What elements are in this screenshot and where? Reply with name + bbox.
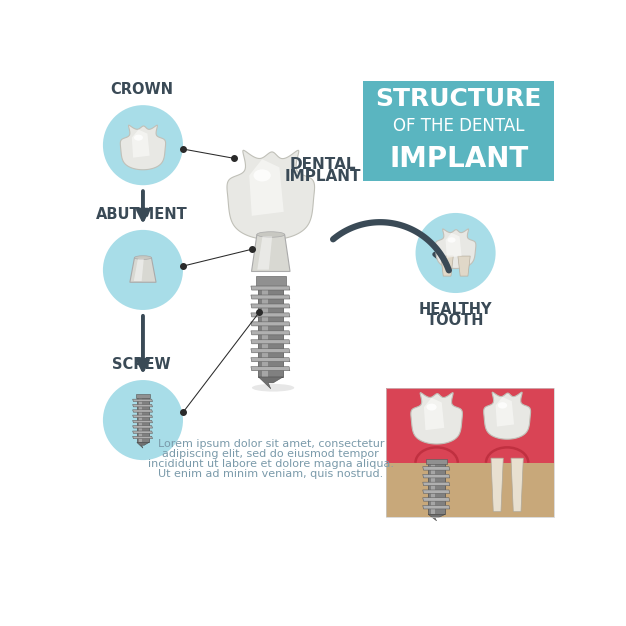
Polygon shape bbox=[133, 421, 153, 423]
Circle shape bbox=[103, 230, 183, 310]
Polygon shape bbox=[251, 304, 290, 308]
Polygon shape bbox=[251, 313, 290, 317]
Polygon shape bbox=[423, 505, 449, 509]
Polygon shape bbox=[257, 237, 272, 270]
Polygon shape bbox=[227, 150, 315, 240]
Bar bbox=[259, 279, 283, 377]
Text: TOOTH: TOOTH bbox=[427, 313, 485, 328]
Text: STRUCTURE: STRUCTURE bbox=[376, 87, 542, 111]
Ellipse shape bbox=[252, 384, 294, 392]
Ellipse shape bbox=[498, 403, 507, 409]
Polygon shape bbox=[133, 436, 153, 439]
Text: incididunt ut labore et dolore magna aliqua.: incididunt ut labore et dolore magna ali… bbox=[148, 459, 394, 470]
Bar bbox=[256, 277, 285, 286]
Polygon shape bbox=[423, 482, 449, 486]
Polygon shape bbox=[251, 340, 290, 344]
Bar bbox=[137, 394, 149, 443]
Polygon shape bbox=[130, 258, 156, 282]
Ellipse shape bbox=[448, 237, 456, 243]
Polygon shape bbox=[133, 426, 153, 428]
Ellipse shape bbox=[135, 256, 151, 259]
Polygon shape bbox=[133, 410, 153, 412]
Polygon shape bbox=[133, 431, 153, 433]
Ellipse shape bbox=[257, 232, 285, 237]
Ellipse shape bbox=[426, 404, 436, 411]
Text: DENTAL: DENTAL bbox=[290, 157, 356, 172]
Polygon shape bbox=[134, 259, 144, 281]
Bar bbox=[138, 394, 141, 443]
Bar bbox=[262, 279, 269, 377]
Text: HEALTHY: HEALTHY bbox=[419, 302, 492, 317]
Polygon shape bbox=[491, 458, 503, 511]
FancyBboxPatch shape bbox=[363, 81, 554, 182]
Polygon shape bbox=[446, 233, 461, 258]
Polygon shape bbox=[251, 295, 290, 299]
Polygon shape bbox=[133, 399, 153, 401]
Polygon shape bbox=[252, 235, 290, 272]
Polygon shape bbox=[484, 393, 531, 439]
Polygon shape bbox=[441, 256, 453, 276]
Polygon shape bbox=[251, 286, 290, 290]
Polygon shape bbox=[435, 229, 476, 269]
Polygon shape bbox=[423, 498, 449, 501]
Polygon shape bbox=[251, 357, 290, 362]
Polygon shape bbox=[423, 490, 449, 493]
Bar bbox=[136, 394, 150, 399]
Bar bbox=[431, 460, 435, 515]
Polygon shape bbox=[120, 125, 166, 170]
Polygon shape bbox=[458, 256, 470, 276]
Bar bbox=[426, 459, 447, 464]
Polygon shape bbox=[423, 466, 449, 470]
Bar bbox=[428, 460, 445, 515]
Circle shape bbox=[103, 380, 183, 460]
Bar bbox=[386, 387, 554, 463]
Polygon shape bbox=[133, 415, 153, 418]
Text: CROWN: CROWN bbox=[110, 83, 173, 98]
Polygon shape bbox=[251, 349, 290, 353]
Text: ABUTMENT: ABUTMENT bbox=[96, 207, 187, 222]
Polygon shape bbox=[132, 130, 150, 158]
Text: adipiscing elit, sed do eiusmod tempor: adipiscing elit, sed do eiusmod tempor bbox=[162, 449, 379, 459]
Text: OF THE DENTAL: OF THE DENTAL bbox=[393, 117, 525, 135]
Text: SCREW: SCREW bbox=[112, 357, 171, 372]
Polygon shape bbox=[251, 322, 290, 326]
Polygon shape bbox=[428, 515, 445, 521]
Polygon shape bbox=[251, 367, 290, 371]
Bar bbox=[386, 463, 554, 517]
Circle shape bbox=[416, 213, 496, 293]
Ellipse shape bbox=[134, 135, 143, 141]
Ellipse shape bbox=[254, 170, 271, 182]
Circle shape bbox=[103, 105, 183, 185]
Polygon shape bbox=[423, 475, 449, 478]
Polygon shape bbox=[137, 443, 149, 448]
Polygon shape bbox=[511, 458, 523, 511]
Text: IMPLANT: IMPLANT bbox=[285, 169, 361, 184]
Polygon shape bbox=[424, 398, 444, 430]
Text: Ut enim ad minim veniam, quis nostrud.: Ut enim ad minim veniam, quis nostrud. bbox=[158, 470, 383, 480]
Polygon shape bbox=[411, 393, 463, 444]
Polygon shape bbox=[249, 159, 284, 216]
Bar bbox=[386, 387, 554, 517]
Polygon shape bbox=[133, 404, 153, 407]
Polygon shape bbox=[496, 397, 514, 426]
Text: IMPLANT: IMPLANT bbox=[389, 145, 528, 173]
Polygon shape bbox=[251, 331, 290, 335]
Polygon shape bbox=[259, 377, 283, 389]
Text: Lorem ipsum dolor sit amet, consectetur: Lorem ipsum dolor sit amet, consectetur bbox=[158, 439, 384, 449]
